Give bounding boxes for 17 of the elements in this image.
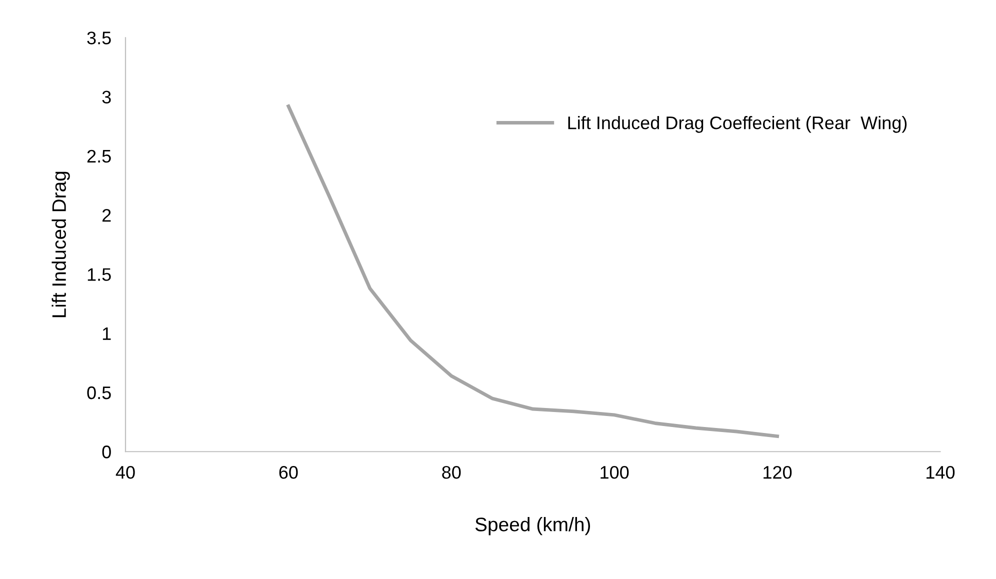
- x-axis-title: Speed (km/h): [475, 517, 590, 536]
- y-tick-label: 3: [102, 90, 111, 104]
- x-tick-label: 120: [764, 466, 792, 479]
- y-tick-label: 1: [102, 327, 111, 340]
- y-tick-label: 2.5: [87, 150, 111, 163]
- x-tick-label: 40: [116, 466, 135, 479]
- y-tick-label: 0.5: [87, 386, 111, 400]
- x-tick-label: 80: [442, 466, 461, 479]
- x-tick-label: 60: [279, 466, 298, 479]
- y-tick-label: 3.5: [87, 32, 111, 44]
- legend-label: Lift Induced Drag Coeffecient (Rear Wing): [568, 116, 907, 133]
- y-tick-label: 2: [102, 208, 111, 222]
- y-tick-label: 0: [102, 446, 111, 458]
- y-tick-label: 1.5: [88, 268, 111, 281]
- y-axis-title: Lift Induced Drag: [52, 172, 70, 318]
- x-tick-label: 100: [600, 466, 629, 479]
- x-tick-label: 140: [926, 466, 955, 479]
